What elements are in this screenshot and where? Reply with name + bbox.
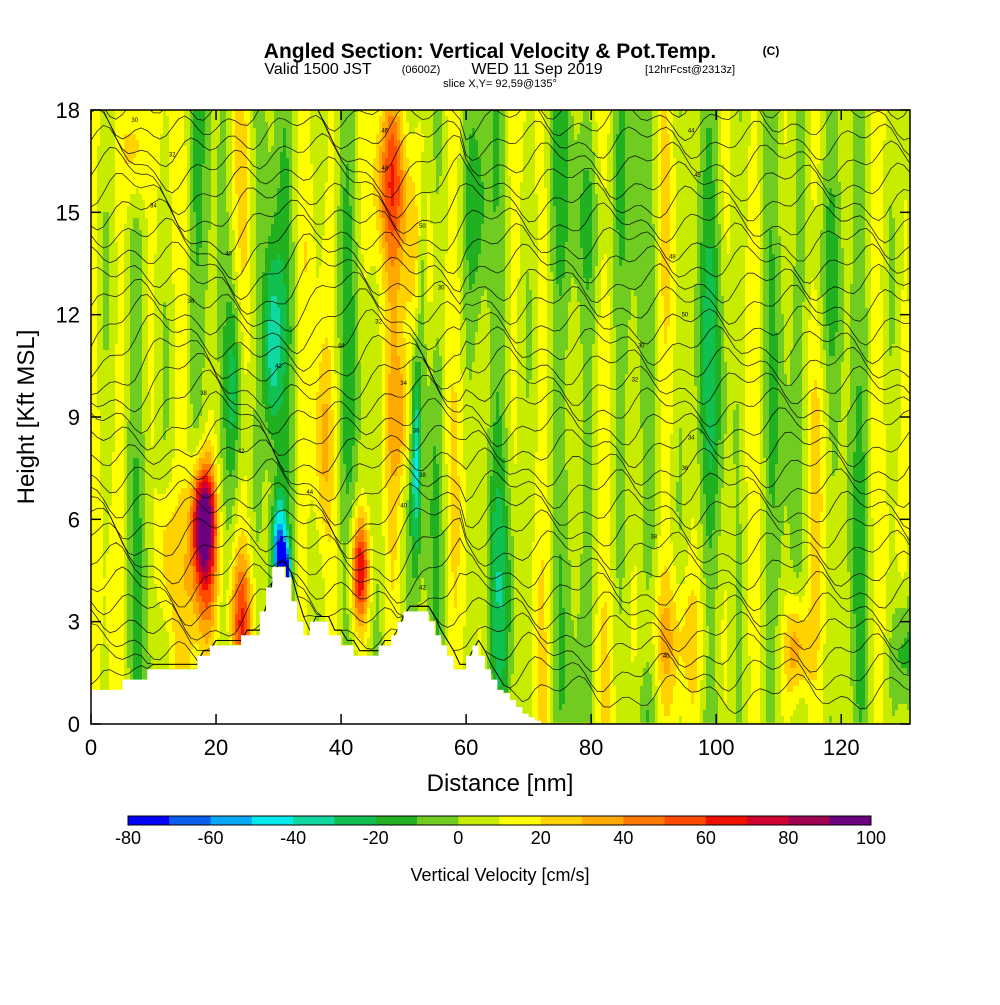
colorbar-segment xyxy=(541,816,583,825)
isentrope-label: 40 xyxy=(225,251,232,257)
chart-title-suffix: (C) xyxy=(763,44,780,58)
isentrope-label: 34 xyxy=(400,381,407,387)
y-tick-label: 9 xyxy=(68,405,80,430)
y-tick-label: 6 xyxy=(68,507,80,532)
isentrope-label: 36 xyxy=(188,299,195,305)
colorbar-segment xyxy=(128,816,170,825)
isentrope-label: 50 xyxy=(682,313,689,319)
isentrope-label: 48 xyxy=(669,255,676,261)
isentrope-label: 36 xyxy=(413,429,420,435)
x-tick-label: 20 xyxy=(204,735,228,760)
colorbar-tick-label: 100 xyxy=(856,828,886,848)
colorbar-tick-label: 0 xyxy=(453,828,463,848)
colorbar-segment xyxy=(252,816,294,825)
isentrope-label: 50 xyxy=(419,224,426,230)
isentrope-label: 30 xyxy=(131,118,138,124)
y-axis-label: Height [Kft MSL] xyxy=(13,330,40,505)
isentrope-label: 40 xyxy=(400,504,407,510)
isentrope-label: 44 xyxy=(306,490,313,496)
x-tick-label: 60 xyxy=(454,735,478,760)
isentrope-label: 38 xyxy=(200,391,207,397)
chart-title: Angled Section: Vertical Velocity & Pot.… xyxy=(264,40,716,63)
x-tick-label: 40 xyxy=(329,735,353,760)
isentrope-label: 38 xyxy=(419,473,426,479)
colorbar-segment xyxy=(417,816,459,825)
isentrope-label: 32 xyxy=(632,377,639,383)
isentrope-label: 42 xyxy=(275,364,282,370)
x-tick-label: 100 xyxy=(698,735,735,760)
valid-date: WED 11 Sep 2019 xyxy=(471,61,602,78)
isentrope-label: 30 xyxy=(438,285,445,291)
x-tick-label: 0 xyxy=(85,735,97,760)
isentrope-label: 42 xyxy=(419,586,426,592)
y-tick-label: 12 xyxy=(56,303,80,328)
y-tick-label: 3 xyxy=(68,610,80,635)
isentrope-label: 32 xyxy=(375,319,382,325)
isentrope-label: 38 xyxy=(650,534,657,540)
isentrope-label: 40 xyxy=(663,654,670,660)
colorbar-segment xyxy=(211,816,253,825)
colorbar-segment xyxy=(500,816,542,825)
y-tick-label: 15 xyxy=(56,200,80,225)
colorbar-segment xyxy=(830,816,872,825)
isentrope-label: 44 xyxy=(688,128,695,134)
isentrope-label: 46 xyxy=(381,128,388,134)
colorbar-segment xyxy=(169,816,211,825)
x-tick-label: 120 xyxy=(823,735,860,760)
colorbar-tick-label: 40 xyxy=(613,828,633,848)
isentrope-label: 34 xyxy=(688,435,695,441)
isentrope-label: 32 xyxy=(169,152,176,158)
colorbar-tick-label: -60 xyxy=(198,828,224,848)
colorbar-label: Vertical Velocity [cm/s] xyxy=(410,865,589,885)
isentrope-label: 48 xyxy=(381,166,388,172)
isentrope-label: 44 xyxy=(338,343,345,349)
colorbar-segment xyxy=(293,816,335,825)
colorbar-segment xyxy=(788,816,830,825)
isentrope-label: 30 xyxy=(638,343,645,349)
colorbar-segment xyxy=(582,816,624,825)
isentrope-label: 34 xyxy=(150,204,157,210)
valid-time-prefix: Valid 1500 JST xyxy=(264,61,372,78)
colorbar: -80 -60 -40 -20 0 20 40 60 80 100 xyxy=(115,816,886,848)
valid-time-zulu: (0600Z) xyxy=(402,64,441,76)
colorbar-segment xyxy=(334,816,376,825)
forecast-label: [12hrFcst@2313z] xyxy=(645,64,735,76)
slice-label: slice X,Y= 92,59@135° xyxy=(443,78,557,90)
x-axis-label: Distance [nm] xyxy=(427,770,574,797)
y-tick-label: 18 xyxy=(56,98,80,123)
colorbar-tick-label: -40 xyxy=(280,828,306,848)
colorbar-tick-label: -20 xyxy=(363,828,389,848)
y-tick-label: 0 xyxy=(68,712,80,737)
colorbar-segment xyxy=(706,816,748,825)
colorbar-tick-label: 80 xyxy=(778,828,798,848)
colorbar-segment xyxy=(665,816,707,825)
colorbar-segment xyxy=(747,816,789,825)
isentrope-label: 46 xyxy=(694,173,701,179)
isentrope-label: 42 xyxy=(238,449,245,455)
colorbar-tick-label: 20 xyxy=(531,828,551,848)
colorbar-segment xyxy=(458,816,500,825)
colorbar-tick-label: 60 xyxy=(696,828,716,848)
colorbar-segment xyxy=(376,816,418,825)
colorbar-segment xyxy=(623,816,665,825)
isentrope-label: 36 xyxy=(682,466,689,472)
colorbar-tick-label: -80 xyxy=(115,828,141,848)
x-tick-label: 80 xyxy=(579,735,603,760)
